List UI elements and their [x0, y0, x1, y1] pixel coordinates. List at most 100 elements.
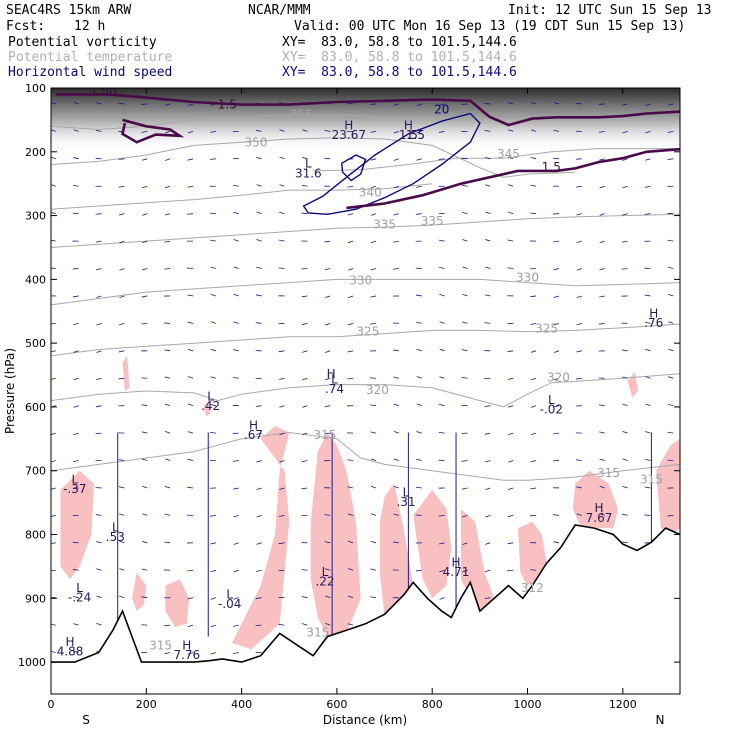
extremum-value-label: .22	[315, 575, 334, 589]
header-fcst-value: 12 h	[74, 19, 106, 34]
wind-vector	[553, 102, 560, 105]
wind-vector	[73, 405, 79, 408]
wind-vector	[347, 295, 354, 298]
wind-vector	[622, 103, 628, 106]
wind-vector	[553, 268, 560, 271]
wind-vector	[279, 156, 285, 160]
wind-vector	[324, 514, 331, 516]
theta-contour-320	[51, 373, 680, 408]
wind-vector	[485, 266, 491, 269]
pink-region	[232, 426, 290, 650]
wind-vector	[210, 569, 216, 573]
wind-vector	[324, 157, 331, 160]
wind-vector	[553, 295, 560, 298]
wind-vector	[645, 158, 651, 161]
wind-vector	[370, 540, 377, 544]
wind-vector	[141, 295, 148, 298]
wind-vector	[232, 157, 239, 160]
wind-vector	[72, 569, 79, 571]
wind-vector	[370, 431, 377, 434]
wind-vector	[531, 101, 537, 105]
wind-vector	[324, 268, 331, 271]
y-tick-label: 400	[25, 273, 46, 286]
wind-vector	[644, 486, 651, 489]
wind-vector	[301, 487, 308, 490]
wind-vector	[278, 239, 285, 242]
wind-vector	[164, 403, 171, 407]
wind-vector	[256, 460, 262, 463]
wind-vector	[233, 184, 239, 187]
wind-vector	[485, 211, 491, 215]
wind-vector	[530, 350, 537, 353]
wind-vector	[370, 213, 377, 216]
theta-contour-label: 320	[547, 370, 570, 384]
wind-vector	[462, 293, 468, 297]
extremum-value-label: -.37	[63, 482, 86, 496]
wind-vector	[439, 376, 445, 379]
y-tick-label: 800	[25, 529, 46, 542]
wind-vector	[187, 103, 194, 107]
wind-vector	[256, 432, 262, 435]
wind-vector	[576, 268, 582, 271]
theta-contour-label: 312	[521, 581, 544, 595]
wind-vector	[439, 321, 445, 324]
wind-vector	[51, 432, 56, 436]
wind-vector	[530, 184, 537, 187]
terrain-line	[51, 524, 680, 663]
wind-vector	[187, 158, 194, 161]
wind-vector	[73, 322, 79, 326]
wind-vector	[141, 540, 148, 544]
wind-vector	[164, 513, 171, 516]
wind-vector	[73, 596, 79, 599]
wind-vector	[530, 569, 537, 571]
wind-vector	[164, 185, 171, 189]
wind-vector	[72, 184, 79, 187]
wind-vector	[72, 295, 79, 298]
wind-vector	[51, 129, 56, 132]
wind-vector	[232, 377, 239, 379]
wind-vector	[187, 652, 194, 655]
extremum-value-label: .67	[244, 428, 263, 442]
wind-vector	[370, 295, 377, 298]
wind-vector	[324, 129, 331, 132]
wind-vector	[233, 211, 239, 215]
wind-vector	[599, 513, 605, 516]
header-fcst-label: Fcst:	[6, 19, 46, 34]
y-tick-label: 200	[25, 146, 46, 159]
wind-vector	[187, 458, 194, 461]
pv-contour-label: 1.5	[542, 160, 561, 174]
wind-vector	[187, 597, 194, 600]
extremum-type-label: L	[112, 520, 119, 534]
theta-contour-315	[51, 431, 680, 481]
wind-vector	[645, 103, 651, 107]
wind-vector	[599, 240, 605, 244]
wind-vector	[302, 623, 308, 626]
wind-vector	[164, 103, 171, 106]
wind-vector	[438, 130, 445, 133]
wind-vector	[439, 569, 445, 573]
extremum-type-label: L	[71, 472, 78, 486]
wind-vector	[233, 293, 239, 297]
wind-vector	[210, 321, 217, 324]
wind-vector	[553, 541, 560, 544]
wind-vector	[393, 376, 399, 379]
wind-vector	[348, 268, 354, 271]
wind-vector	[278, 377, 285, 380]
wind-vector	[461, 103, 468, 105]
x-tick-label: 800	[422, 698, 443, 711]
wind-vector	[210, 130, 216, 133]
wind-vector	[210, 376, 216, 379]
wind-vector	[622, 403, 628, 407]
wind-vector	[209, 212, 216, 215]
extremum-value-label: .74	[325, 382, 344, 396]
theta-contour-340	[51, 183, 433, 210]
wind-vector	[622, 376, 628, 379]
wind-vector	[324, 377, 331, 381]
wind-vector	[164, 130, 171, 134]
pink-region	[165, 579, 190, 627]
extremum-type-label: L	[548, 393, 555, 407]
y-tick-label: 500	[25, 337, 46, 350]
wind-vector	[438, 514, 445, 517]
wind-vector	[347, 213, 354, 216]
wind-vector	[255, 294, 262, 297]
